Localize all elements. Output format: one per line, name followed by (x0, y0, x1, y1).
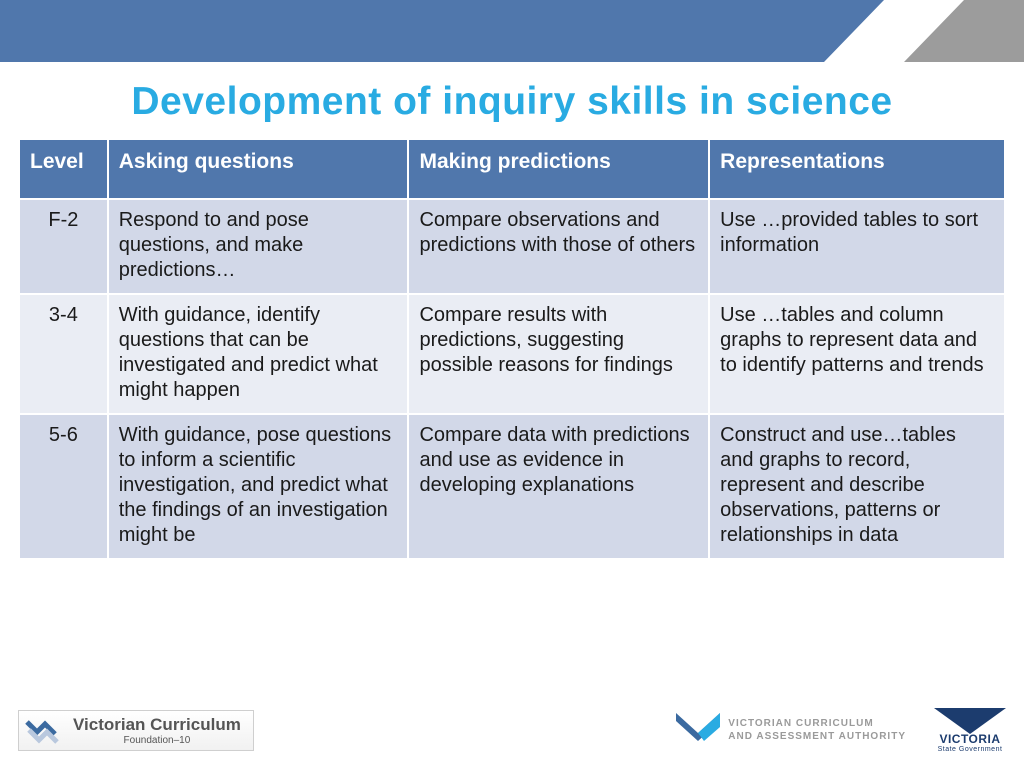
cell-level: F-2 (19, 199, 108, 294)
cell-predictions: Compare observations and predictions wit… (408, 199, 709, 294)
table-row: 5-6 With guidance, pose questions to inf… (19, 414, 1005, 559)
cell-asking: With guidance, identify questions that c… (108, 294, 409, 414)
cell-representations: Use …provided tables to sort information (709, 199, 1005, 294)
cell-predictions: Compare results with predictions, sugges… (408, 294, 709, 414)
top-banner (0, 0, 1024, 62)
cell-level: 5-6 (19, 414, 108, 559)
vcaa-logo: VICTORIAN CURRICULUM AND ASSESSMENT AUTH… (676, 713, 906, 747)
col-level: Level (19, 139, 108, 199)
footer: Victorian Curriculum Foundation–10 VICTO… (0, 702, 1024, 758)
table-container: Level Asking questions Making prediction… (0, 138, 1024, 560)
cell-predictions: Compare data with predictions and use as… (408, 414, 709, 559)
col-asking: Asking questions (108, 139, 409, 199)
victoria-gov-title: VICTORIA (939, 732, 1000, 746)
vcaa-line2: AND ASSESSMENT AUTHORITY (728, 730, 906, 743)
cell-representations: Use …tables and column graphs to represe… (709, 294, 1005, 414)
col-representations: Representations (709, 139, 1005, 199)
cell-asking: Respond to and pose questions, and make … (108, 199, 409, 294)
vic-curriculum-subtitle: Foundation–10 (73, 735, 241, 746)
victoria-gov-subtitle: State Government (938, 746, 1003, 753)
vic-curriculum-logo: Victorian Curriculum Foundation–10 (18, 710, 254, 751)
victoria-gov-logo: VICTORIA State Government (934, 708, 1006, 753)
skills-table: Level Asking questions Making prediction… (18, 138, 1006, 560)
table-row: F-2 Respond to and pose questions, and m… (19, 199, 1005, 294)
page-title: Development of inquiry skills in science (0, 80, 1024, 124)
cell-representations: Construct and use…tables and graphs to r… (709, 414, 1005, 559)
footer-right-logos: VICTORIAN CURRICULUM AND ASSESSMENT AUTH… (676, 708, 1006, 753)
victoria-gov-icon (934, 708, 1006, 734)
table-row: 3-4 With guidance, identify questions th… (19, 294, 1005, 414)
vic-curriculum-title: Victorian Curriculum (73, 715, 241, 735)
vcaa-line1: VICTORIAN CURRICULUM (728, 717, 906, 730)
vic-curriculum-icon (25, 716, 65, 744)
cell-level: 3-4 (19, 294, 108, 414)
cell-asking: With guidance, pose questions to inform … (108, 414, 409, 559)
col-predictions: Making predictions (408, 139, 709, 199)
vcaa-icon (676, 713, 720, 747)
table-header-row: Level Asking questions Making prediction… (19, 139, 1005, 199)
